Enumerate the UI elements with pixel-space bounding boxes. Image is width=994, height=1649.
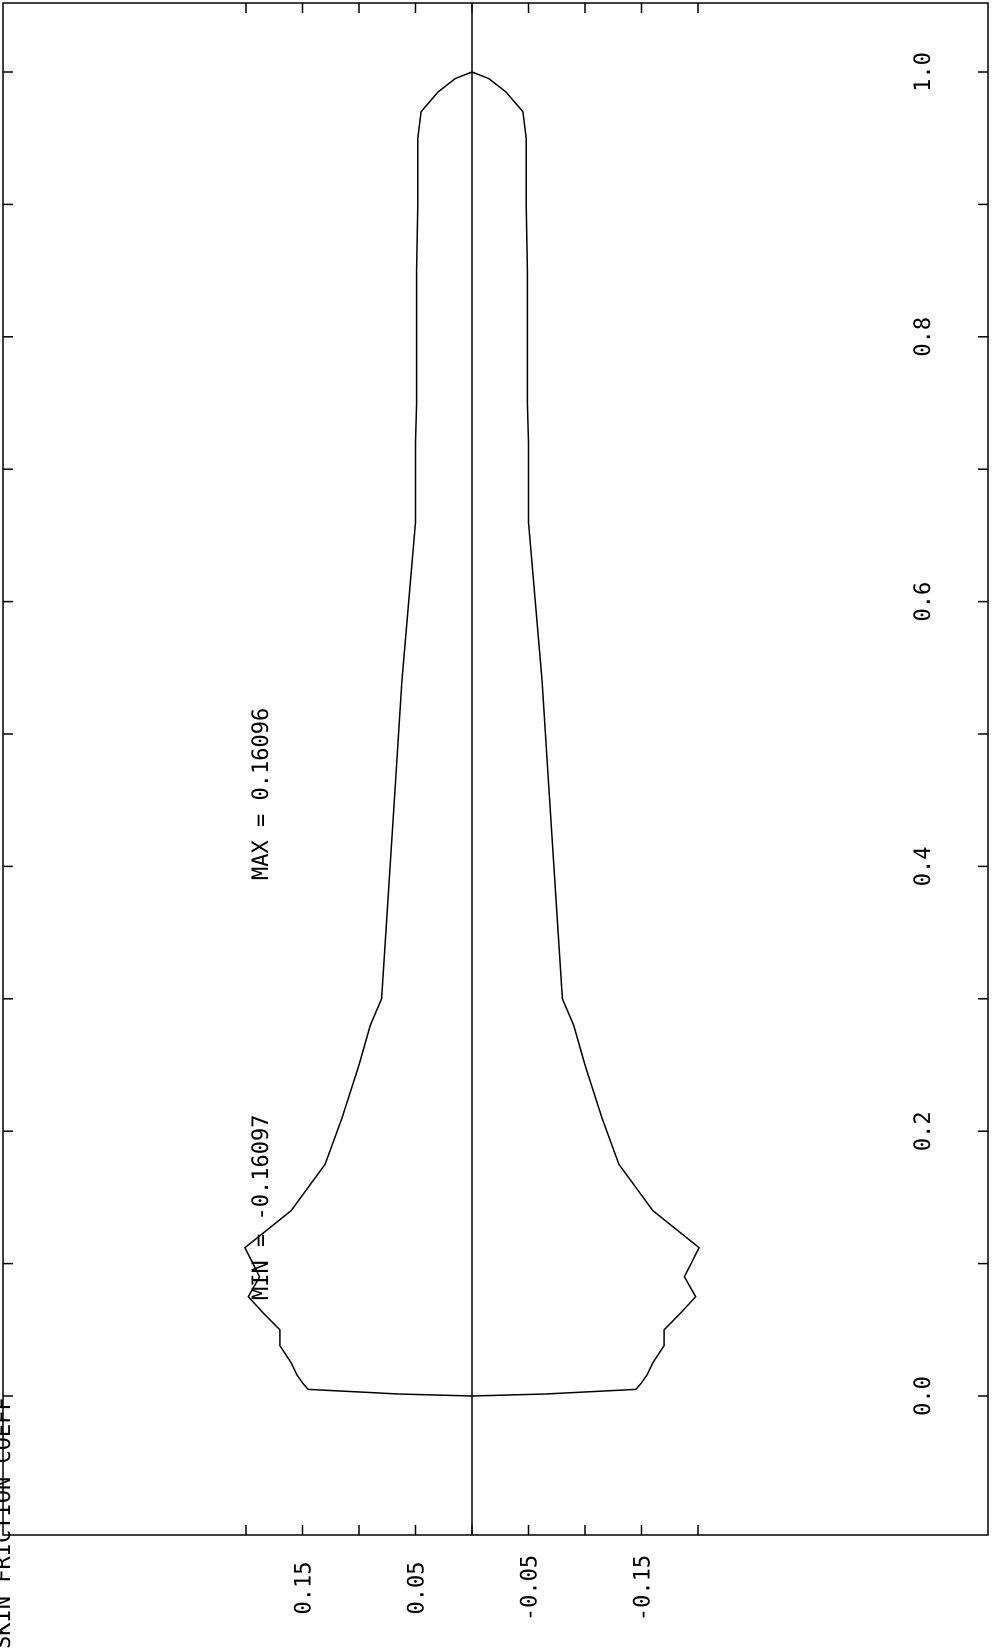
y-tick-label: 0.05: [405, 1562, 430, 1615]
plot-frame: [2, 2, 989, 1536]
series-line-2: [471, 71, 701, 1397]
x-tick-label: 0.2: [911, 1111, 936, 1151]
series-line-1: [243, 71, 473, 1397]
curves: [243, 71, 701, 1397]
x-tick-label: 0.4: [911, 847, 936, 887]
x-tick-label: 0.6: [911, 582, 936, 622]
y-tick-label: -0.05: [518, 1555, 543, 1621]
y-tick-label: -0.15: [631, 1555, 656, 1621]
y-tick-labels: 0.15 0.05 -0.05 -0.15: [292, 1555, 656, 1621]
max-label: MAX = 0.16096: [249, 708, 274, 880]
x-tick-label: 0.0: [911, 1376, 936, 1416]
chart-title: SKIN FRICTION COEFF: [0, 1397, 16, 1649]
x-tick-labels: 0.0 0.2 0.4 0.6 0.8 1.0: [911, 52, 936, 1416]
tick-marks: [3, 3, 988, 1535]
y-tick-label: 0.15: [292, 1562, 317, 1615]
x-tick-label: 0.8: [911, 317, 936, 357]
x-tick-label: 1.0: [911, 52, 936, 92]
min-label: MIN = -0.16097: [249, 1115, 274, 1300]
